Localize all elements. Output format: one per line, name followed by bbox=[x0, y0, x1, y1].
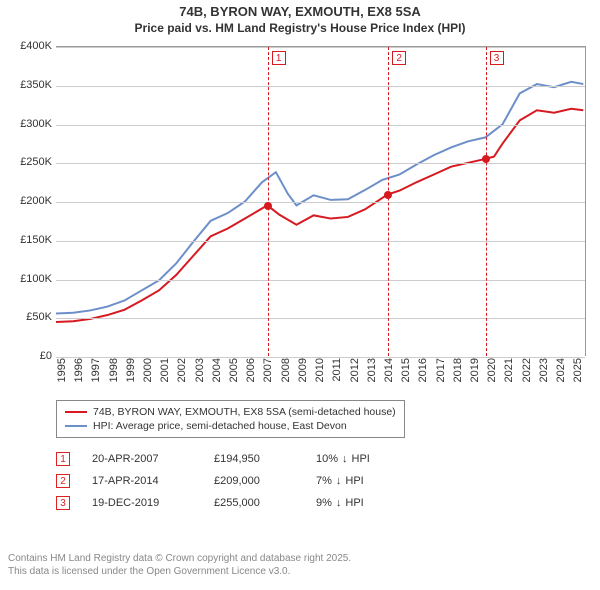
plot-area: 1 2 3 bbox=[56, 46, 586, 356]
legend-item: HPI: Average price, semi-detached house,… bbox=[65, 419, 396, 433]
arrow-down-icon: ↓ bbox=[342, 453, 348, 465]
event-row: 2 17-APR-2014 £209,000 7% ↓HPI bbox=[56, 470, 370, 492]
arrow-down-icon: ↓ bbox=[336, 497, 342, 509]
event-delta: 10% ↓ HPI bbox=[316, 453, 370, 465]
event-row: 1 20-APR-2007 £194,950 10% ↓ HPI bbox=[56, 448, 370, 470]
title-line-2: Price paid vs. HM Land Registry's House … bbox=[0, 21, 600, 35]
x-tick-label: 2011 bbox=[331, 358, 343, 382]
event-price: £255,000 bbox=[214, 497, 294, 509]
event-delta: 7% ↓HPI bbox=[316, 475, 364, 487]
legend-swatch bbox=[65, 411, 87, 413]
y-tick-label: £350K bbox=[8, 79, 52, 91]
event-delta-pct: 10% bbox=[316, 453, 338, 465]
ref-label-1: 1 bbox=[272, 51, 286, 65]
legend: 74B, BYRON WAY, EXMOUTH, EX8 5SA (semi-d… bbox=[56, 400, 405, 438]
y-tick-label: £250K bbox=[8, 156, 52, 168]
event-delta-pct: 9% bbox=[316, 497, 332, 509]
x-tick-label: 2025 bbox=[572, 358, 584, 382]
x-tick-label: 2007 bbox=[262, 358, 274, 382]
x-tick-label: 1998 bbox=[108, 358, 120, 382]
x-tick-label: 2004 bbox=[211, 358, 223, 382]
event-date: 19-DEC-2019 bbox=[92, 497, 192, 509]
gridline bbox=[56, 280, 585, 281]
x-tick-label: 2013 bbox=[366, 358, 378, 382]
x-tick-label: 2024 bbox=[555, 358, 567, 382]
price-marker-1 bbox=[264, 202, 272, 210]
gridline bbox=[56, 47, 585, 48]
event-delta-label: HPI bbox=[345, 497, 363, 509]
y-tick-label: £200K bbox=[8, 195, 52, 207]
title-line-1: 74B, BYRON WAY, EXMOUTH, EX8 5SA bbox=[0, 4, 600, 19]
event-row: 3 19-DEC-2019 £255,000 9% ↓HPI bbox=[56, 492, 370, 514]
x-tick-label: 2010 bbox=[314, 358, 326, 382]
event-date: 17-APR-2014 bbox=[92, 475, 192, 487]
x-tick-label: 2002 bbox=[176, 358, 188, 382]
gridline bbox=[56, 125, 585, 126]
ref-line-3 bbox=[486, 47, 487, 356]
y-tick-label: £50K bbox=[8, 311, 52, 323]
event-badge: 2 bbox=[56, 474, 70, 488]
attribution-line-2: This data is licensed under the Open Gov… bbox=[8, 565, 592, 578]
legend-label: 74B, BYRON WAY, EXMOUTH, EX8 5SA (semi-d… bbox=[93, 406, 396, 418]
x-tick-label: 2015 bbox=[400, 358, 412, 382]
legend-item: 74B, BYRON WAY, EXMOUTH, EX8 5SA (semi-d… bbox=[65, 405, 396, 419]
x-tick-label: 2018 bbox=[452, 358, 464, 382]
x-tick-label: 2000 bbox=[142, 358, 154, 382]
x-tick-label: 2006 bbox=[245, 358, 257, 382]
x-tick-label: 2022 bbox=[521, 358, 533, 382]
x-tick-label: 2014 bbox=[383, 358, 395, 382]
x-tick-label: 2023 bbox=[538, 358, 550, 382]
y-tick-label: £150K bbox=[8, 234, 52, 246]
x-tick-label: 2005 bbox=[228, 358, 240, 382]
x-tick-label: 2001 bbox=[159, 358, 171, 382]
ref-line-2 bbox=[388, 47, 389, 356]
gridline bbox=[56, 241, 585, 242]
price-marker-2 bbox=[384, 191, 392, 199]
y-tick-label: £0 bbox=[8, 350, 52, 362]
gridline bbox=[56, 163, 585, 164]
y-tick-label: £300K bbox=[8, 118, 52, 130]
attribution-line-1: Contains HM Land Registry data © Crown c… bbox=[8, 552, 592, 565]
event-badge: 1 bbox=[56, 452, 70, 466]
chart-title: 74B, BYRON WAY, EXMOUTH, EX8 5SA Price p… bbox=[0, 0, 600, 35]
x-tick-label: 2017 bbox=[435, 358, 447, 382]
legend-swatch bbox=[65, 425, 87, 427]
series-price_paid bbox=[56, 109, 583, 322]
x-tick-label: 2020 bbox=[486, 358, 498, 382]
event-delta: 9% ↓HPI bbox=[316, 497, 364, 509]
x-tick-label: 1999 bbox=[125, 358, 137, 382]
x-tick-label: 2012 bbox=[349, 358, 361, 382]
y-tick-label: £400K bbox=[8, 40, 52, 52]
event-delta-label: HPI bbox=[345, 475, 363, 487]
price-marker-3 bbox=[482, 155, 490, 163]
gridline bbox=[56, 318, 585, 319]
x-tick-label: 1996 bbox=[73, 358, 85, 382]
x-tick-label: 2003 bbox=[194, 358, 206, 382]
ref-label-2: 2 bbox=[392, 51, 406, 65]
event-date: 20-APR-2007 bbox=[92, 453, 192, 465]
event-price: £194,950 bbox=[214, 453, 294, 465]
y-tick-label: £100K bbox=[8, 273, 52, 285]
event-delta-pct: 7% bbox=[316, 475, 332, 487]
gridline bbox=[56, 86, 585, 87]
chart: £0£50K£100K£150K£200K£250K£300K£350K£400… bbox=[8, 46, 588, 396]
attribution: Contains HM Land Registry data © Crown c… bbox=[8, 552, 592, 578]
x-tick-label: 1997 bbox=[90, 358, 102, 382]
events-table: 120-APR-2007£194,95010%↓HPI217-APR-2014£… bbox=[56, 448, 370, 514]
x-tick-label: 2016 bbox=[417, 358, 429, 382]
x-tick-label: 2009 bbox=[297, 358, 309, 382]
gridline bbox=[56, 202, 585, 203]
x-tick-label: 2019 bbox=[469, 358, 481, 382]
event-badge: 3 bbox=[56, 496, 70, 510]
event-price: £209,000 bbox=[214, 475, 294, 487]
x-tick-label: 2021 bbox=[503, 358, 515, 382]
legend-label: HPI: Average price, semi-detached house,… bbox=[93, 420, 347, 432]
arrow-down-icon: ↓ bbox=[336, 475, 342, 487]
x-tick-label: 2008 bbox=[280, 358, 292, 382]
x-axis-labels: 1995 1996 1997 1998 1999 2000 2001 2002 2003 2004… bbox=[56, 356, 586, 396]
ref-label-3: 3 bbox=[490, 51, 504, 65]
event-delta-label: HPI bbox=[352, 453, 370, 465]
x-tick-label: 1995 bbox=[56, 358, 68, 382]
